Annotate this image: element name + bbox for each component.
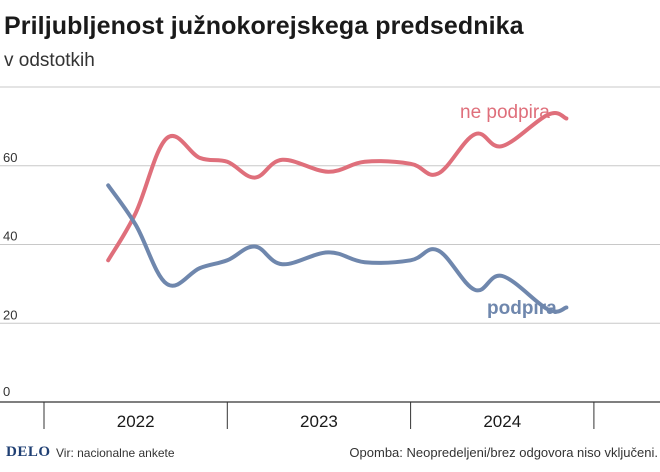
note-text: Opomba: Neopredeljeni/brez odgovora niso… xyxy=(349,445,658,460)
x-axis: 2022 2023 2024 xyxy=(0,401,660,431)
x-tick-label: 2023 xyxy=(300,412,338,431)
y-tick-label: 0 xyxy=(3,384,10,399)
series-line-podpira xyxy=(106,183,569,314)
y-tick-label: 60 xyxy=(3,150,17,165)
chart-subtitle: v odstotkih xyxy=(4,50,95,71)
y-tick-label: 40 xyxy=(3,229,17,244)
series-label: ne podpira xyxy=(460,102,550,123)
series-line-ne-podpira xyxy=(106,111,569,263)
series-lines xyxy=(106,111,569,314)
delo-logo: DELO xyxy=(6,444,51,460)
source-text: Vir: nacionalne ankete xyxy=(56,446,175,460)
footer: DELO Vir: nacionalne ankete Opomba: Neop… xyxy=(0,441,660,472)
x-tick-label: 2024 xyxy=(483,412,521,431)
chart-svg: 0 20 40 60 2022 2023 2024 ne podpira podpira xyxy=(0,86,660,431)
x-tick-label: 2022 xyxy=(117,412,155,431)
series-labels: ne podpira podpira xyxy=(460,102,557,319)
gridlines xyxy=(0,86,660,324)
y-tick-labels: 0 20 40 60 xyxy=(3,150,17,399)
y-tick-label: 20 xyxy=(3,307,17,322)
chart-title: Priljubljenost južnokorejskega predsedni… xyxy=(4,12,524,40)
series-label: podpira xyxy=(487,298,557,319)
